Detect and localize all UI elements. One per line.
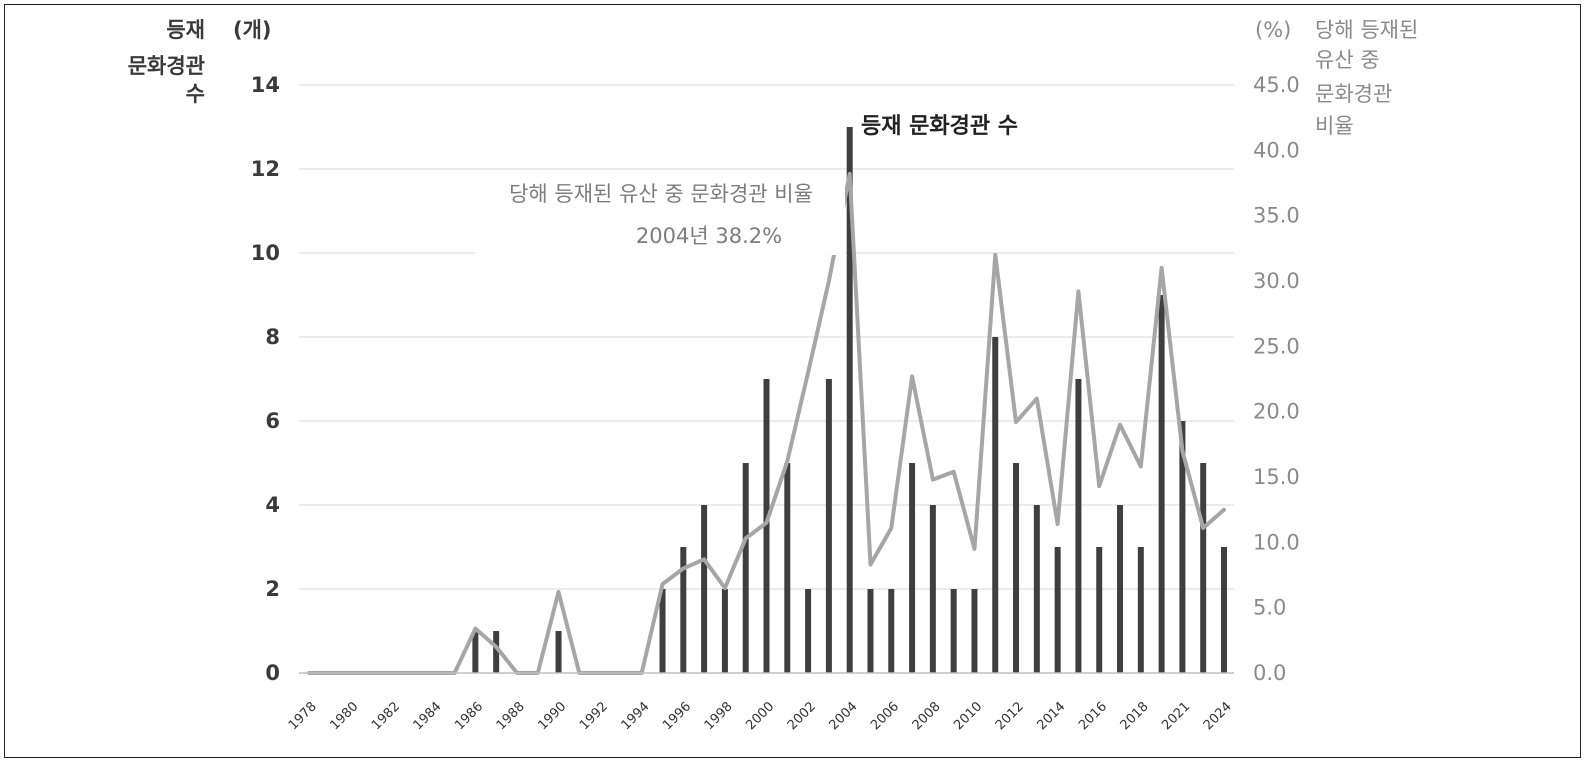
x-tick-label: 1996 [660,699,694,733]
x-tick-label: 2016 [1076,699,1110,733]
bar [1179,421,1186,673]
x-tick-label: 2006 [868,699,902,733]
x-tick-label: 1994 [619,699,653,733]
x-tick-label: 1978 [286,699,320,733]
combo-chart: 0 2 4 6 8 10 12 14 0.0 5.0 10.0 15.0 20.0 25.0 30.0 35.… [128,18,1419,733]
left-axis-unit: (개) [233,18,272,42]
x-tick-label: 2018 [1118,699,1152,733]
right-axis-title: 문화경관 [1315,82,1392,106]
right-axis-title: 비율 [1315,114,1354,138]
x-tick-label: 1992 [577,699,611,733]
right-axis-tick-label: 25.0 [1253,334,1300,358]
chart-frame: 0 2 4 6 8 10 12 14 0.0 5.0 10.0 15.0 20.0 25.0 30.0 35.… [4,4,1581,758]
left-axis-tick-label: 2 [265,577,280,601]
x-tick-label: 2021 [1159,699,1193,733]
left-axis-tick-label: 4 [265,493,280,517]
left-axis-tick-label: 12 [251,157,280,181]
right-axis-tick-label: 5.0 [1253,596,1286,620]
right-axis-tick-label: 40.0 [1253,138,1300,162]
bar [763,379,770,673]
bar [1221,547,1227,673]
annotations: 등재 문화경관 수당해 등재된 유산 중 문화경관 비율 2004년 38.2% [475,114,1018,255]
x-tick-label: 2010 [951,699,985,733]
right-axis-tick-label: 30.0 [1253,269,1300,293]
left-axis-title: 문화경관 [128,54,205,78]
x-tick-label: 2008 [910,699,944,733]
bar [950,589,957,673]
right-axis-tick-label: 20.0 [1253,400,1300,424]
bar [493,631,500,673]
left-axis-tick-label: 0 [265,661,280,685]
bar [721,589,728,673]
bar [659,589,666,673]
right-axis-title: 유산 중 [1315,48,1380,72]
right-axis-tick-label: 15.0 [1253,465,1300,489]
x-tick-label: 2012 [993,699,1027,733]
left-axis-tick-label: 6 [265,409,280,433]
bar [1033,505,1040,673]
bar [701,505,708,673]
left-axis-tick-label: 10 [251,241,280,265]
x-tick-label: 1990 [535,699,569,733]
annotation-backdrop [475,175,845,255]
bar [1075,379,1082,673]
bar [1054,547,1061,673]
right-axis-tick-label: 10.0 [1253,530,1300,554]
bar [680,547,687,673]
x-tick-label: 1988 [494,699,528,733]
line-series-annotation: 당해 등재된 유산 중 문화경관 비율 [509,182,813,206]
bar [1137,547,1144,673]
x-tick-label: 2000 [743,699,777,733]
x-tick-label: 1980 [327,699,361,733]
bar [825,379,832,673]
bar [846,127,853,673]
bar [1013,463,1020,673]
x-tick-label: 1984 [411,699,445,733]
bar [867,589,874,673]
x-tick-label: 1986 [452,699,486,733]
right-axis-tick-label: 45.0 [1253,73,1300,97]
right-axis-unit: (%) [1255,18,1291,42]
x-tick-label: 2002 [785,699,819,733]
left-axis-tick-label: 14 [251,73,280,97]
bar [742,463,749,673]
bar [1096,547,1103,673]
right-axis-tick-label: 35.0 [1253,204,1300,228]
left-axis-title: 등재 [166,18,205,42]
bar [888,589,895,673]
x-tick-label: 2014 [1034,699,1068,733]
left-axis-tick-label: 8 [265,325,280,349]
bar [1158,295,1165,673]
bar [784,463,791,673]
x-tick-label: 2004 [827,699,861,733]
bar [992,337,999,673]
right-axis-title: 당해 등재된 [1315,18,1418,42]
bar [555,631,562,673]
bar [472,631,479,673]
bar [805,589,812,673]
bar [1117,505,1124,673]
bar [929,505,936,673]
bar [1200,463,1207,673]
x-tick-label: 2024 [1201,699,1235,733]
left-axis-title: 수 [186,82,205,106]
right-axis-tick-label: 0.0 [1253,661,1286,685]
x-tick-label: 1982 [369,699,403,733]
bar-series [472,127,1227,673]
line-peak-annotation: 2004년 38.2% [636,224,782,248]
bar [971,589,978,673]
bar [909,463,916,673]
x-tick-label: 1998 [702,699,736,733]
bar-series-annotation: 등재 문화경관 수 [861,114,1018,139]
